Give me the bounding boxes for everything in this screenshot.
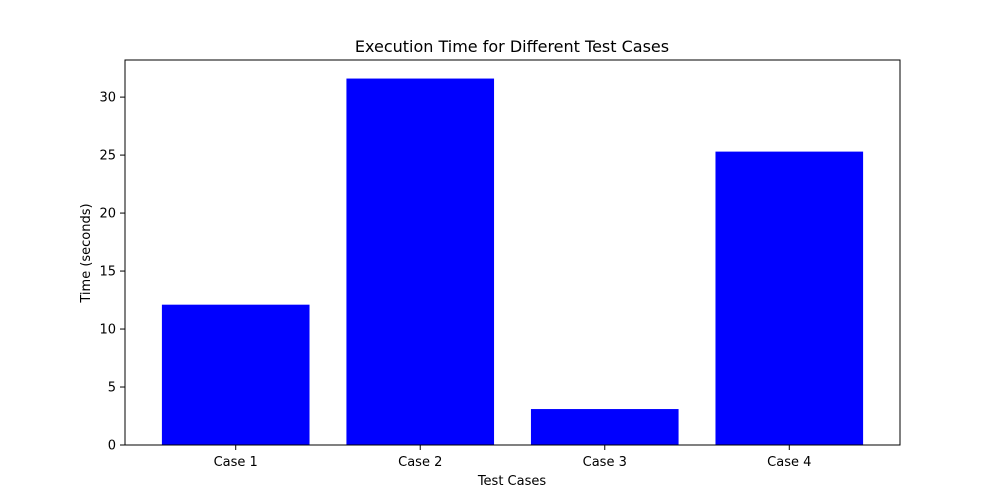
x-tick-label-1: Case 1 [214, 455, 258, 470]
bar-3 [530, 409, 679, 445]
y-tick-label-20: 20 [99, 207, 116, 222]
y-tick-label-30: 30 [99, 91, 116, 106]
bar-2 [346, 78, 495, 446]
x-tick-label-4: Case 4 [767, 455, 811, 470]
plot-frame [124, 59, 901, 446]
plot-area: Case 1 Case 2 Case 3 Case 4 0 5 10 15 20 25 30 [99, 59, 901, 470]
x-axis-label: Test Cases [477, 474, 547, 489]
y-tick-label-0: 0 [108, 439, 116, 454]
y-tick-label-15: 15 [99, 265, 116, 280]
x-tick-label-2: Case 2 [398, 455, 442, 470]
bar-4 [715, 151, 864, 446]
y-tick-label-10: 10 [99, 323, 116, 338]
y-axis-label: Time (seconds) [79, 203, 94, 303]
chart-title: Execution Time for Different Test Cases [355, 37, 669, 56]
y-tick-label-25: 25 [99, 149, 116, 164]
x-tick-label-3: Case 3 [583, 455, 627, 470]
bar-1 [161, 304, 310, 445]
y-tick-label-5: 5 [108, 381, 116, 396]
